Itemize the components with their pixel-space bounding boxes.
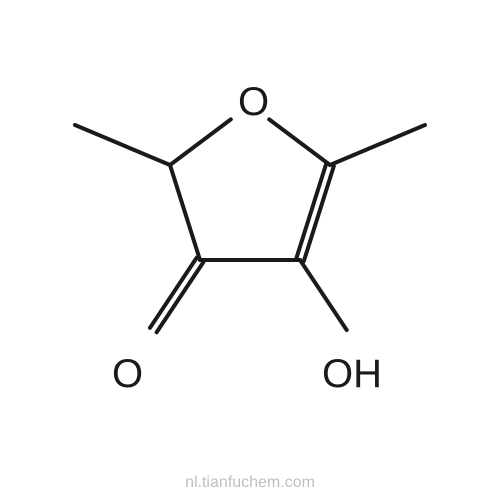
structure-svg — [0, 0, 500, 500]
atom-label-OH: OH — [322, 352, 382, 397]
watermark-text: nl.tianfuchem.com — [185, 474, 315, 492]
atom-label-O_top: O — [238, 80, 269, 125]
atom-label-O_keto: O — [112, 352, 143, 397]
